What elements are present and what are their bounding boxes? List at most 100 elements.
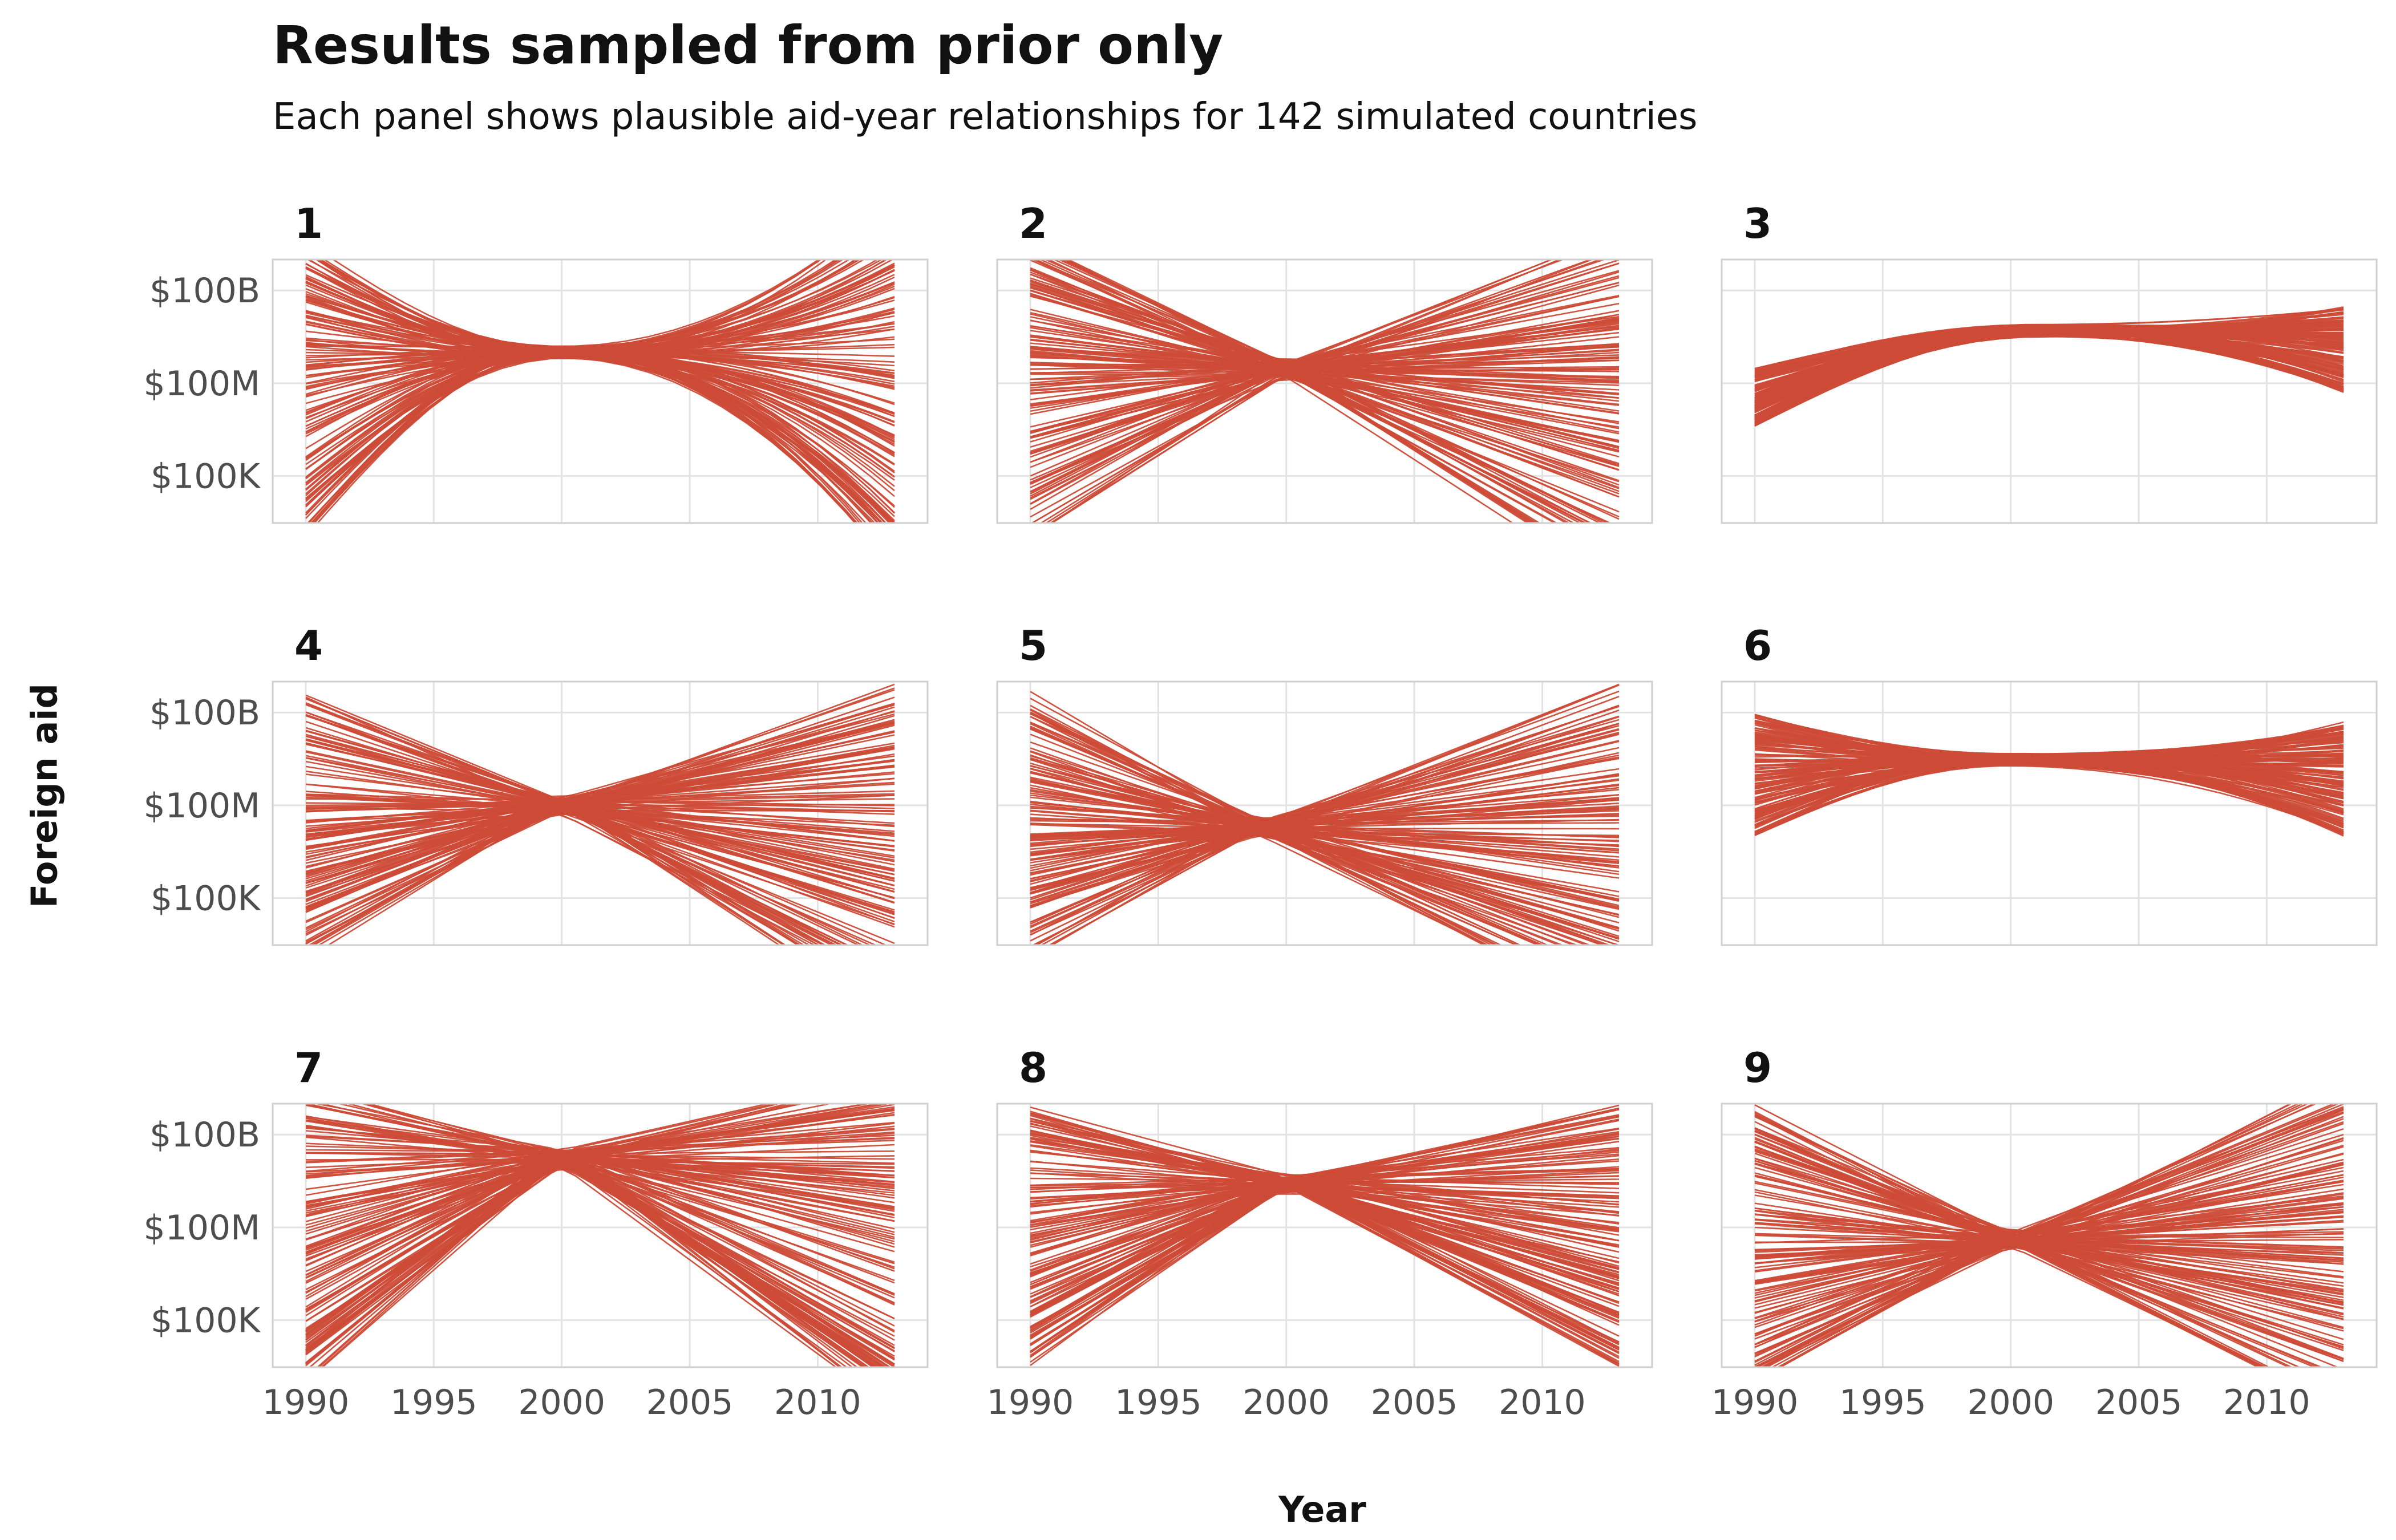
series-line <box>1030 1182 1620 1340</box>
series-line <box>305 799 895 880</box>
series-line <box>305 1158 843 1367</box>
series-line <box>1048 684 1620 945</box>
panel-3-lines <box>1754 306 2344 427</box>
series-line <box>1771 1243 2344 1367</box>
panel-frame <box>996 1103 1653 1368</box>
series-line <box>1030 365 1620 481</box>
series-line <box>1030 364 1620 384</box>
series-line <box>1030 1183 1620 1316</box>
x-tick-label: 2000 <box>518 1383 605 1423</box>
series-line <box>305 1154 895 1270</box>
x-tick-label: 2000 <box>1967 1383 2054 1423</box>
series-line <box>1030 784 1488 945</box>
series-line <box>1754 1104 2340 1239</box>
series-line <box>1030 342 1602 523</box>
series-line <box>1030 330 1620 381</box>
series-line <box>1754 1243 2344 1284</box>
series-line <box>305 730 895 824</box>
series-line <box>305 683 895 809</box>
series-line <box>305 704 895 800</box>
series-line <box>305 1168 888 1367</box>
series-line <box>318 1157 895 1367</box>
panel-5-lines <box>1030 683 1620 945</box>
series-line <box>305 1162 895 1322</box>
panel-8: 8 1990 1995 2000 2005 2010 <box>987 1044 1653 1423</box>
series-line <box>1030 1148 1620 1186</box>
series-line <box>1754 1113 2344 1259</box>
panel-frame <box>272 680 929 946</box>
y-tick-label: $100B <box>149 1115 260 1155</box>
series-line <box>1030 822 1620 848</box>
series-line <box>1030 1184 1620 1291</box>
series-line <box>1030 260 1563 448</box>
x-tick-label: 1990 <box>987 1383 1074 1423</box>
series-line <box>1754 1104 2344 1238</box>
facet-label: 4 <box>294 622 323 670</box>
panel-8-lines <box>1030 1104 1620 1367</box>
panel-4: 4 $100K $100M $100B <box>144 622 929 946</box>
facet-label: 6 <box>1743 622 1772 670</box>
series-line <box>1030 1115 1620 1202</box>
panel-7: 7 $100K $100M $100B 1990 1995 2000 2005 2010 <box>144 1044 929 1423</box>
series-line <box>305 1155 895 1306</box>
series-line <box>1030 827 1518 945</box>
series-line <box>305 1163 837 1367</box>
y-tick-label: $100K <box>151 1300 261 1340</box>
panel-2: 2 <box>996 200 1653 524</box>
series-line <box>305 1104 779 1332</box>
panel-4-lines <box>305 683 895 945</box>
y-tick-label: $100B <box>149 271 260 311</box>
series-line <box>1030 311 1541 523</box>
series-line <box>1754 1107 2344 1366</box>
series-line <box>1754 1247 2324 1367</box>
series-line <box>1030 775 1620 822</box>
series-line <box>315 260 857 523</box>
chart-title: Results sampled from prior only <box>273 15 1224 76</box>
y-tick-label: $100M <box>144 1208 260 1248</box>
series-line <box>1030 758 1620 826</box>
series-line <box>1754 1202 2344 1243</box>
series-line <box>1030 293 1620 443</box>
series-line <box>1030 319 1620 370</box>
panel-1-lines <box>305 260 895 523</box>
panel-frame <box>996 680 1653 946</box>
x-tick-label: 2000 <box>1242 1383 1330 1423</box>
y-tick-label: $100M <box>144 364 260 404</box>
series-line <box>305 765 895 890</box>
series-line <box>1030 813 1620 864</box>
series-line <box>1030 722 1620 823</box>
facet-label: 3 <box>1743 200 1772 248</box>
series-line <box>1754 1210 2344 1330</box>
series-line <box>1754 329 2344 391</box>
series-line <box>1030 1183 1620 1367</box>
x-tick-label: 2010 <box>774 1383 861 1423</box>
series-line <box>305 801 895 893</box>
series-line <box>1754 1240 2301 1367</box>
x-tick-label: 2010 <box>1499 1383 1586 1423</box>
series-line <box>305 349 895 445</box>
x-axis-label: Year <box>1278 1489 1366 1530</box>
series-line <box>1030 756 1620 824</box>
panel-3: 3 <box>1721 200 2378 524</box>
facet-label: 2 <box>1019 200 1047 248</box>
panel-frame <box>1721 680 2378 946</box>
series-line <box>305 1144 895 1352</box>
series-line <box>1754 757 2344 783</box>
series-line <box>1030 1176 1620 1268</box>
series-line <box>1030 347 1620 395</box>
series-line <box>305 1152 895 1186</box>
series-line <box>1030 805 1544 945</box>
series-line <box>1030 827 1620 918</box>
panel-frame <box>272 258 929 524</box>
facet-label: 1 <box>294 200 323 248</box>
series-line <box>1030 1177 1620 1316</box>
panel-frame <box>1721 258 2378 524</box>
series-line <box>1030 326 1620 387</box>
series-line <box>1754 1245 2344 1303</box>
panel-9: 9 1990 1995 2000 2005 2010 <box>1711 1044 2378 1423</box>
series-line <box>1754 312 2344 400</box>
series-line <box>305 1104 873 1156</box>
y-tick-label: $100K <box>151 456 261 496</box>
series-line <box>1030 260 1606 468</box>
